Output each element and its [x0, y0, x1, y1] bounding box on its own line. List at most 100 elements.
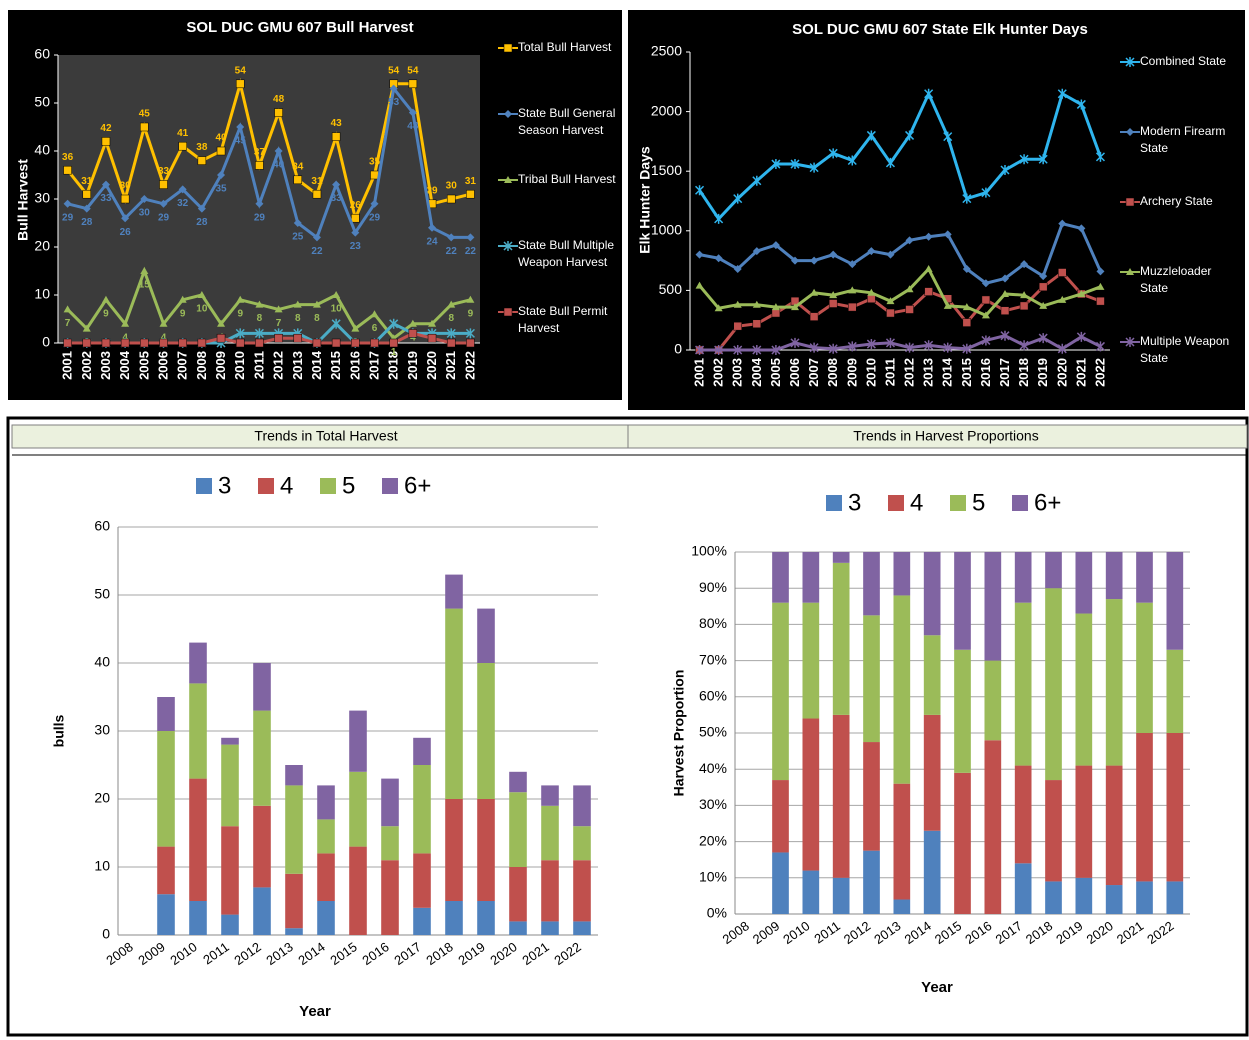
data-label: 1	[391, 347, 397, 358]
data-label: 22	[311, 246, 323, 257]
data-label: 7	[276, 318, 282, 329]
legend-marker	[1125, 57, 1135, 67]
bar-segment	[863, 850, 880, 914]
data-label: 9	[468, 308, 474, 319]
marker	[943, 301, 952, 309]
bar-segment	[157, 731, 175, 847]
bar-segment	[285, 873, 303, 929]
bar-segment	[1136, 881, 1153, 914]
bar-segment	[445, 901, 463, 935]
marker	[752, 300, 761, 308]
legend-item: State Bull General Season Harvest	[518, 106, 615, 137]
x-tick-label: 2006	[156, 351, 171, 380]
marker	[159, 338, 168, 348]
data-label: 15	[139, 280, 151, 291]
marker	[389, 318, 399, 329]
bar-segment	[802, 552, 820, 603]
bar-segment	[541, 921, 559, 935]
x-tick-label: 2004	[117, 350, 132, 380]
bar-segment	[413, 853, 431, 908]
marker	[446, 328, 456, 339]
bar-segment	[285, 785, 303, 874]
marker	[1020, 291, 1029, 299]
y-tick-label: 40%	[699, 760, 727, 776]
bar-segment	[893, 552, 911, 596]
y-tick-label: 70%	[699, 651, 727, 667]
marker	[1000, 330, 1010, 341]
y-tick-label: 1000	[651, 222, 682, 238]
y-tick-label: 1500	[651, 162, 682, 178]
legend-label: Tribal Bull Harvest	[518, 172, 616, 186]
marker	[217, 171, 226, 179]
marker	[714, 213, 724, 224]
marker	[466, 233, 475, 242]
marker	[254, 328, 264, 339]
data-label: 40	[273, 160, 285, 171]
marker	[178, 141, 187, 151]
legend-item: Muzzleloader State	[1140, 264, 1211, 295]
marker	[866, 339, 876, 350]
y-tick-label: 10	[94, 858, 110, 874]
bar-segment	[1014, 863, 1032, 914]
legend-label: 3	[848, 489, 861, 516]
bar-segment	[509, 771, 527, 793]
marker	[428, 319, 437, 327]
marker	[867, 294, 876, 303]
data-label: 31	[465, 176, 477, 187]
marker	[1019, 154, 1029, 165]
x-tick-label: 2002	[711, 358, 726, 387]
data-label: 54	[388, 65, 400, 76]
bar-segment	[1075, 877, 1093, 914]
x-tick-label: 2014	[309, 350, 324, 380]
bar-segment	[802, 602, 820, 719]
bar-segment	[477, 663, 495, 799]
marker	[178, 185, 187, 194]
marker	[1038, 154, 1048, 165]
legend-label: 6+	[404, 472, 431, 499]
marker	[1057, 88, 1067, 99]
y-tick-label: 0	[42, 334, 50, 350]
marker	[847, 341, 857, 352]
bar-segment	[381, 826, 399, 861]
marker	[159, 319, 168, 327]
data-label: 8	[257, 313, 263, 324]
data-label: 45	[139, 109, 151, 120]
marker	[809, 162, 819, 173]
x-tick-label: 2016	[978, 358, 993, 387]
data-label: 9	[103, 308, 109, 319]
marker	[733, 345, 743, 355]
marker	[962, 264, 971, 273]
bar-segment	[984, 660, 1002, 741]
data-label: 28	[196, 217, 208, 228]
marker	[752, 319, 762, 329]
marker	[293, 175, 303, 185]
data-label: 35	[215, 184, 227, 195]
bar-segment	[285, 765, 303, 786]
marker	[370, 338, 379, 348]
bar-segment	[984, 552, 1002, 661]
marker	[905, 236, 914, 245]
bar-segment	[573, 785, 591, 827]
legend-item: Modern Firearm State	[1140, 124, 1225, 155]
x-tick-label: 2005	[136, 351, 151, 380]
marker	[217, 319, 226, 327]
data-label: 43	[331, 118, 343, 129]
marker	[962, 303, 971, 311]
data-label: 35	[369, 157, 381, 168]
data-label: 8	[295, 313, 301, 324]
data-label: 38	[196, 142, 208, 153]
y-tick-label: 40	[34, 142, 50, 158]
marker	[312, 338, 322, 348]
marker	[408, 319, 417, 327]
marker	[101, 137, 111, 146]
marker	[351, 338, 360, 348]
bar-segment	[477, 901, 495, 935]
x-tick-label: 2007	[175, 351, 190, 380]
marker	[867, 288, 876, 296]
bar-segment	[541, 805, 559, 861]
y-tick-label: 0	[674, 341, 682, 357]
bar-segment	[509, 867, 527, 922]
marker	[791, 256, 799, 265]
marker	[447, 300, 456, 308]
